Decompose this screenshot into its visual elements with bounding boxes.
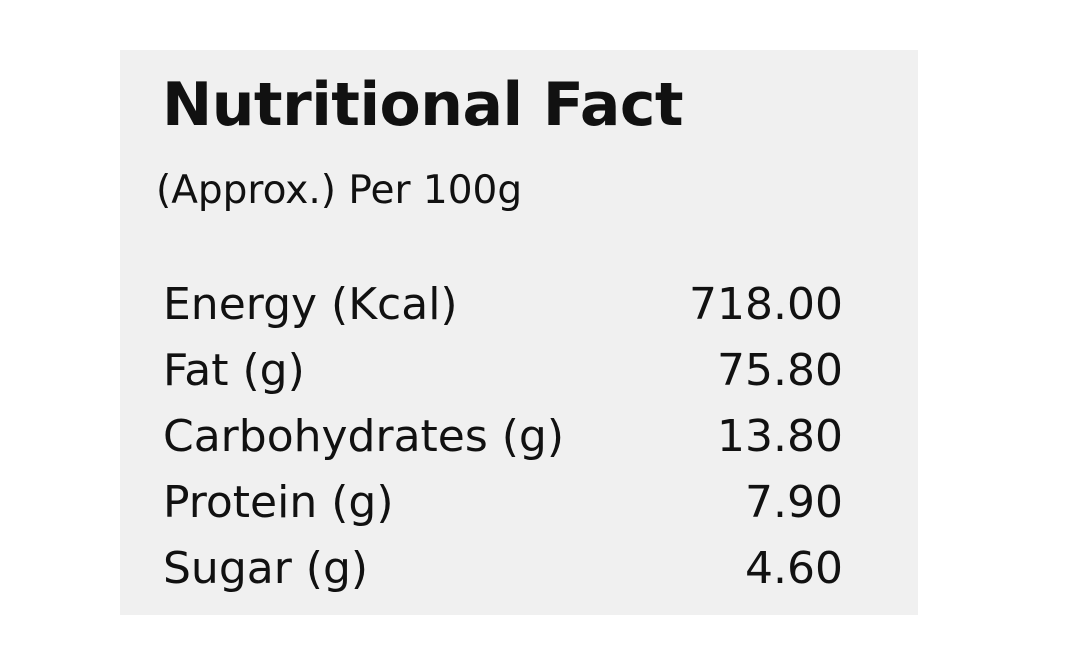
table-row: Protein (g) 7.90: [163, 470, 843, 536]
label-panel: Nutritional Fact (Approx.) Per 100g Ener…: [120, 50, 918, 615]
nutrient-value: 718.00: [689, 279, 843, 330]
nutrient-name: Sugar (g): [163, 543, 369, 594]
nutrient-name: Fat (g): [163, 345, 305, 396]
subtitle: (Approx.) Per 100g: [156, 168, 523, 213]
table-row: Energy (Kcal) 718.00: [163, 272, 843, 338]
nutrient-value: 4.60: [745, 543, 843, 594]
table-row: Carbohydrates (g) 13.80: [163, 404, 843, 470]
table-row: Sugar (g) 4.60: [163, 536, 843, 602]
nutrient-name: Carbohydrates (g): [163, 411, 565, 462]
title: Nutritional Fact: [162, 70, 684, 140]
nutrient-value: 75.80: [717, 345, 843, 396]
nutrient-value: 7.90: [745, 477, 843, 528]
nutrient-name: Energy (Kcal): [163, 279, 458, 330]
nutrient-value: 13.80: [717, 411, 843, 462]
table-row: Fat (g) 75.80: [163, 338, 843, 404]
nutrient-name: Protein (g): [163, 477, 394, 528]
nutrition-table: Energy (Kcal) 718.00 Fat (g) 75.80 Carbohydr…: [163, 272, 843, 602]
